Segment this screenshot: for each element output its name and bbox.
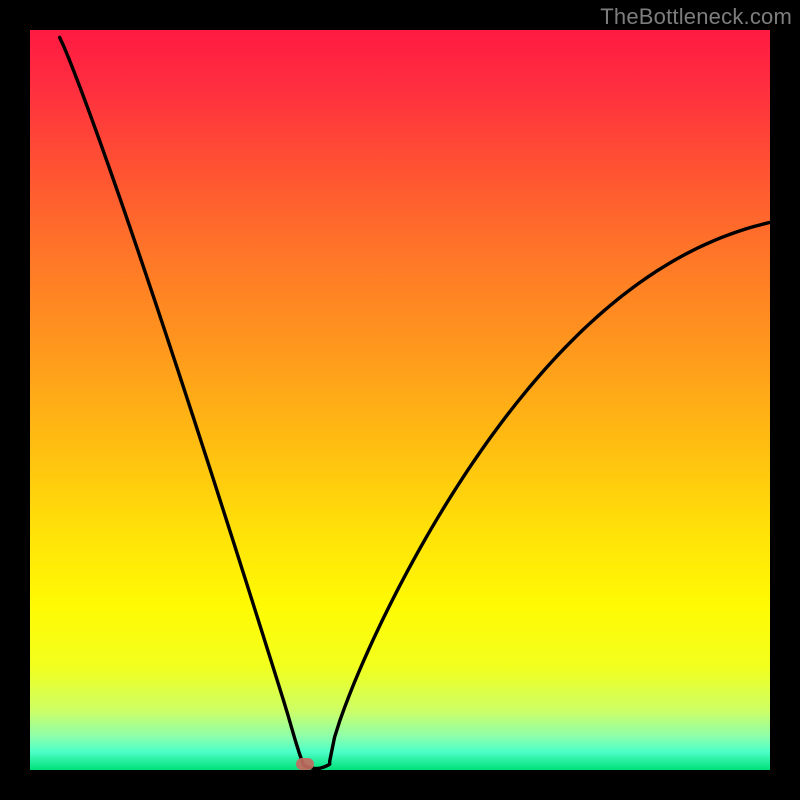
minimum-marker xyxy=(296,758,314,770)
curve-layer xyxy=(0,0,800,800)
watermark-text: TheBottleneck.com xyxy=(600,4,792,30)
chart-container: TheBottleneck.com xyxy=(0,0,800,800)
bottleneck-curve xyxy=(60,37,770,768)
